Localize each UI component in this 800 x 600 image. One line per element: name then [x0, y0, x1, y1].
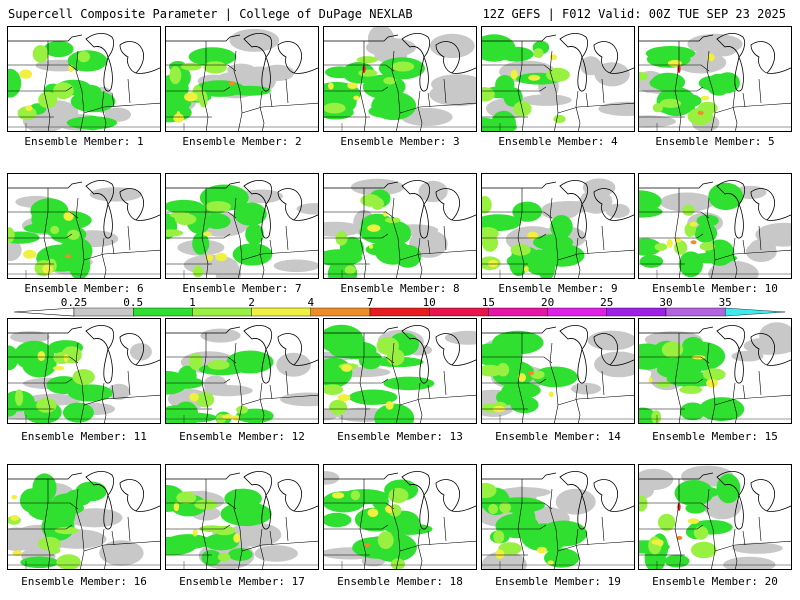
colorbar-swatch	[547, 307, 607, 317]
ensemble-member-map	[638, 173, 792, 279]
colorbar-tick-label: 1	[189, 296, 196, 309]
ensemble-member-label: Ensemble Member: 19	[495, 575, 621, 588]
scp-field-map	[166, 180, 318, 278]
colorbar-swatch	[429, 307, 489, 317]
colorbar-tick-label: 25	[600, 296, 614, 309]
ensemble-member-label: Ensemble Member: 5	[655, 135, 775, 148]
colorbar-low-arrow	[13, 307, 75, 317]
ensemble-member-map	[481, 26, 635, 132]
ensemble-member-map	[323, 464, 477, 570]
colorbar-tick-label: 10	[422, 296, 436, 309]
ensemble-member-label: Ensemble Member: 12	[179, 430, 305, 443]
scp-field-map	[482, 33, 634, 131]
scp-field-map	[324, 471, 476, 569]
colorbar-high-arrow	[725, 307, 786, 317]
ensemble-member-map	[7, 318, 161, 424]
ensemble-member-label: Ensemble Member: 15	[652, 430, 778, 443]
ensemble-member-label: Ensemble Member: 2	[182, 135, 302, 148]
colorbar-tick-label: 20	[540, 296, 555, 309]
ensemble-member-label: Ensemble Member: 7	[182, 282, 302, 295]
colorbar-tick-label: 30	[659, 296, 673, 309]
scp-field-map	[324, 27, 476, 131]
colorbar-tick-label: 2	[248, 296, 255, 309]
scp-field-map	[166, 28, 318, 131]
ensemble-member-map	[7, 464, 161, 570]
scp-field-map	[166, 325, 318, 423]
scp-field-map	[166, 471, 318, 569]
scp-field-map	[8, 33, 160, 131]
scp-field-map	[639, 180, 791, 278]
ensemble-member-label: Ensemble Member: 20	[652, 575, 778, 588]
colorbar-swatch	[251, 307, 312, 317]
ensemble-member-label: Ensemble Member: 6	[24, 282, 144, 295]
ensemble-member-label: Ensemble Member: 11	[21, 430, 147, 443]
ensemble-member-label: Ensemble Member: 3	[340, 135, 460, 148]
ensemble-member-map	[481, 173, 635, 279]
scp-field-map	[8, 180, 160, 278]
scp-field-map	[8, 325, 160, 423]
ensemble-member-map	[638, 318, 792, 424]
ensemble-member-map	[481, 318, 635, 424]
colorbar-tick-label: 15	[481, 296, 496, 309]
colorbar-swatch	[665, 307, 726, 317]
colorbar-tick-label: 0.5	[123, 296, 144, 309]
ensemble-member-label: Ensemble Member: 14	[495, 430, 621, 443]
colorbar-swatch	[73, 307, 134, 317]
ensemble-member-label: Ensemble Member: 9	[498, 282, 618, 295]
ensemble-member-map	[165, 464, 319, 570]
scp-field-map	[324, 324, 476, 423]
scp-field-map	[8, 471, 160, 569]
ensemble-member-map	[638, 464, 792, 570]
ensemble-member-label: Ensemble Member: 10	[652, 282, 778, 295]
ensemble-member-map	[323, 173, 477, 279]
ensemble-member-label: Ensemble Member: 17	[179, 575, 305, 588]
ensemble-member-label: Ensemble Member: 4	[498, 135, 618, 148]
ensemble-member-label: Ensemble Member: 1	[24, 135, 144, 148]
ensemble-member-label: Ensemble Member: 18	[337, 575, 463, 588]
ensemble-member-label: Ensemble Member: 13	[337, 430, 463, 443]
scp-field-map	[482, 325, 634, 423]
colorbar-swatch	[132, 307, 193, 317]
map-title: Supercell Composite Parameter | College …	[8, 7, 413, 21]
colorbar-swatch	[606, 307, 667, 317]
ensemble-member-map	[165, 173, 319, 279]
scp-field-map	[482, 471, 634, 569]
scp-field-map	[639, 465, 791, 569]
ensemble-member-map	[323, 26, 477, 132]
colorbar-swatch	[310, 307, 371, 317]
ensemble-member-map	[638, 26, 792, 132]
scp-field-map	[639, 33, 791, 131]
run-valid-time: 12Z GEFS | F012 Valid: 00Z TUE SEP 23 20…	[482, 7, 786, 21]
ensemble-member-map	[481, 464, 635, 570]
ensemble-member-map	[165, 26, 319, 132]
scp-field-map	[482, 178, 634, 278]
ensemble-member-label: Ensemble Member: 8	[340, 282, 460, 295]
ensemble-member-map	[7, 173, 161, 279]
color-scale-bar	[13, 307, 786, 317]
ensemble-member-map	[7, 26, 161, 132]
colorbar-tick-label: 35	[718, 296, 732, 309]
colorbar-tick-label: 0.25	[60, 296, 88, 309]
colorbar-swatch	[369, 307, 430, 317]
colorbar-swatch	[192, 307, 252, 317]
colorbar-tick-label: 4	[307, 296, 315, 309]
color-scale-legend: 0.25 0.5 1 2 4 7 10 15 20 25 30 35	[0, 296, 800, 322]
colorbar-tick-label: 7	[366, 296, 374, 309]
ensemble-member-map	[323, 318, 477, 424]
ensemble-member-label: Ensemble Member: 16	[21, 575, 147, 588]
scp-field-map	[639, 322, 791, 423]
colorbar-swatch	[488, 307, 548, 317]
ensemble-member-map	[165, 318, 319, 424]
scp-field-map	[324, 178, 476, 278]
